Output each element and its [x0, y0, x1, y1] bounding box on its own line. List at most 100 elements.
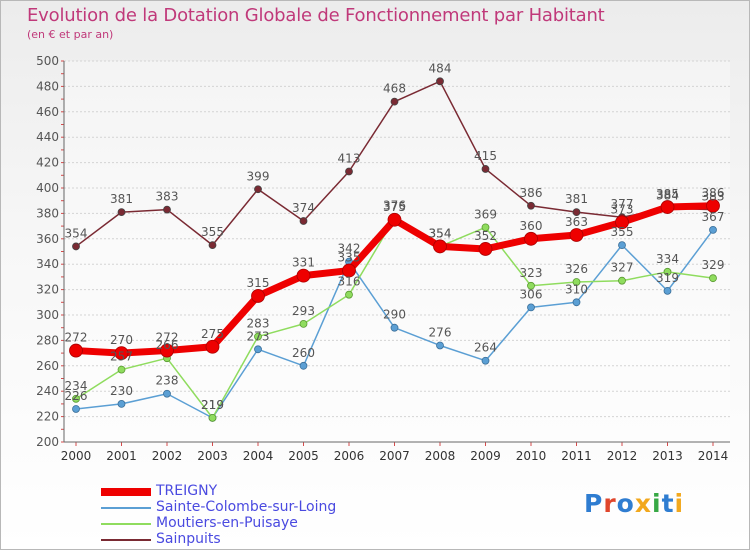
legend-swatch-sainpuits — [101, 539, 151, 541]
point-sainte-colombe-sur-loing-2009 — [481, 356, 490, 365]
point-moutiers-en-puisaye-2003 — [208, 413, 217, 422]
point-sainte-colombe-sur-loing-2011 — [572, 298, 581, 307]
value-label-treigny-2014: 386 — [702, 186, 725, 200]
logo-letter: x — [634, 489, 652, 518]
value-label-sainpuits-2013: 384 — [656, 188, 679, 202]
value-label-treigny-2011: 363 — [565, 215, 588, 229]
point-treigny-2014 — [706, 198, 720, 213]
value-label-moutiers-en-puisaye-2010: 323 — [520, 266, 543, 280]
y-tick-label-300: 300 — [36, 308, 59, 322]
point-sainpuits-2007 — [390, 97, 399, 106]
value-label-treigny-2004: 315 — [247, 276, 270, 290]
value-label-sainpuits-2008: 484 — [429, 61, 452, 75]
x-tick-label-2011: 2011 — [561, 449, 592, 463]
point-moutiers-en-puisaye-2001 — [117, 365, 126, 374]
value-label-sainpuits-2005: 374 — [292, 201, 315, 215]
logo-letter: t — [661, 489, 675, 518]
y-tick-label-220: 220 — [36, 410, 59, 424]
value-label-moutiers-en-puisaye-2001: 257 — [110, 350, 133, 364]
y-tick-label-200: 200 — [36, 435, 59, 449]
logo-letter: i — [674, 489, 685, 518]
y-tick-label-240: 240 — [36, 384, 59, 398]
value-label-sainte-colombe-sur-loing-2012: 355 — [611, 225, 634, 239]
point-sainte-colombe-sur-loing-2007 — [390, 323, 399, 332]
logo-letter: i — [652, 489, 662, 518]
logo-letter: r — [603, 489, 617, 518]
value-label-sainte-colombe-sur-loing-2003: 219 — [201, 398, 224, 412]
value-label-sainpuits-2014: 383 — [702, 190, 725, 204]
y-tick-label-400: 400 — [36, 181, 59, 195]
y-tick-label-500: 500 — [36, 54, 59, 68]
point-treigny-2013 — [660, 200, 675, 214]
value-label-treigny-2008: 354 — [429, 226, 452, 240]
y-tick-label-340: 340 — [36, 257, 59, 271]
value-label-moutiers-en-puisaye-2011: 326 — [565, 262, 588, 276]
point-sainpuits-2010 — [527, 201, 535, 210]
point-moutiers-en-puisaye-2012 — [618, 276, 626, 285]
point-sainpuits-2009 — [481, 165, 490, 173]
legend-swatch-sainte-colombe — [101, 507, 151, 509]
point-sainte-colombe-sur-loing-2005 — [299, 361, 308, 370]
value-label-sainte-colombe-sur-loing-2013: 319 — [656, 271, 679, 285]
point-moutiers-en-puisaye-2014 — [709, 274, 717, 283]
value-label-sainpuits-2009: 415 — [474, 149, 497, 163]
value-label-treigny-2003: 275 — [201, 327, 224, 341]
y-tick-label-460: 460 — [36, 105, 59, 119]
value-label-moutiers-en-puisaye-2005: 293 — [292, 304, 315, 318]
value-label-moutiers-en-puisaye-2002: 266 — [156, 338, 179, 352]
point-sainte-colombe-sur-loing-2008 — [436, 341, 444, 350]
value-label-moutiers-en-puisaye-2008: 354 — [429, 226, 452, 240]
value-label-moutiers-en-puisaye-2009: 369 — [474, 207, 497, 221]
value-label-treigny-2010: 360 — [520, 219, 543, 233]
y-tick-label-260: 260 — [36, 359, 59, 373]
point-treigny-2011 — [569, 228, 584, 242]
value-label-treigny-2005: 331 — [292, 256, 315, 270]
x-tick-label-2013: 2013 — [652, 449, 683, 463]
x-tick-label-2001: 2001 — [106, 449, 137, 463]
value-label-sainpuits-2006: 413 — [338, 151, 361, 165]
value-label-treigny-2012: 373 — [611, 202, 634, 216]
point-sainte-colombe-sur-loing-2002 — [163, 389, 171, 398]
legend-label-sainpuits: Sainpuits — [156, 531, 221, 547]
value-label-moutiers-en-puisaye-2013: 334 — [656, 252, 679, 266]
point-sainte-colombe-sur-loing-2010 — [527, 303, 535, 312]
chart-subtitle: (en € et par an) — [27, 28, 114, 41]
legend-label-treigny: TREIGNY — [156, 483, 218, 499]
value-label-sainte-colombe-sur-loing-2014: 367 — [702, 210, 725, 224]
x-tick-label-2014: 2014 — [698, 449, 729, 463]
value-label-moutiers-en-puisaye-2004: 283 — [247, 317, 270, 331]
y-tick-label-280: 280 — [36, 333, 59, 347]
point-sainpuits-2011 — [572, 208, 581, 217]
logo-letter: o — [616, 489, 635, 518]
value-label-sainpuits-2007: 468 — [383, 82, 406, 96]
x-tick-label-2003: 2003 — [197, 449, 228, 463]
legend-swatch-treigny — [101, 488, 151, 496]
x-tick-label-2008: 2008 — [425, 449, 456, 463]
point-sainpuits-2001 — [117, 208, 126, 217]
value-label-sainte-colombe-sur-loing-2009: 264 — [474, 341, 497, 355]
point-sainpuits-2003 — [208, 241, 217, 250]
value-label-moutiers-en-puisaye-2007: 376 — [383, 198, 406, 212]
point-moutiers-en-puisaye-2005 — [299, 319, 308, 328]
point-sainpuits-2005 — [299, 217, 308, 225]
value-label-treigny-2002: 272 — [156, 331, 179, 345]
x-tick-label-2005: 2005 — [288, 449, 319, 463]
chart-title: Evolution de la Dotation Globale de Fonc… — [27, 5, 605, 26]
x-tick-label-2000: 2000 — [61, 449, 92, 463]
y-tick-label-380: 380 — [36, 206, 59, 220]
point-moutiers-en-puisaye-2009 — [481, 223, 490, 232]
point-treigny-2000 — [69, 343, 83, 358]
value-label-sainte-colombe-sur-loing-2004: 273 — [247, 329, 270, 343]
logo-letter: P — [584, 489, 604, 518]
x-tick-label-2004: 2004 — [243, 449, 274, 463]
value-label-sainte-colombe-sur-loing-2008: 276 — [429, 325, 452, 339]
value-label-treigny-2001: 270 — [110, 333, 133, 347]
point-treigny-2012 — [615, 215, 629, 230]
value-label-sainpuits-2003: 355 — [201, 225, 224, 239]
value-label-sainte-colombe-sur-loing-2005: 260 — [292, 346, 315, 360]
plot-area — [64, 61, 730, 442]
point-treigny-2004 — [251, 289, 265, 303]
value-label-moutiers-en-puisaye-2014: 329 — [702, 258, 725, 272]
x-tick-label-2006: 2006 — [334, 449, 365, 463]
